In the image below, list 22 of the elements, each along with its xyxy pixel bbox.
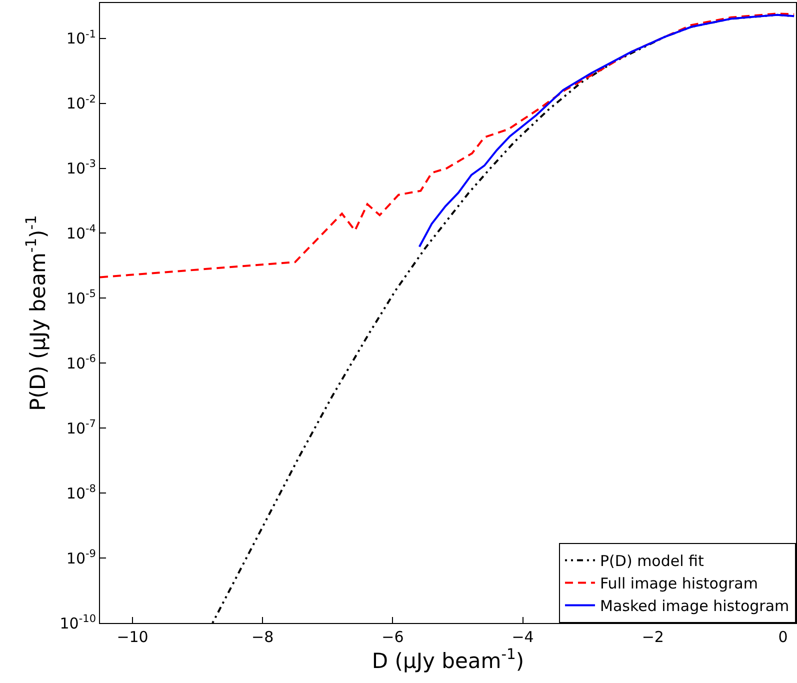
y-tick-label: 10$^{-1}$ [66,28,96,48]
y-tick-label: 10$^{-2}$ [66,93,96,113]
x-axis-title: D (μJy beam$^{-1}$) [372,646,524,673]
y-tick-label: 10$^{-5}$ [66,288,96,308]
legend-label: Full image histogram [600,574,758,593]
legend-label: P(D) model fit [600,552,704,570]
x-tick-label: −8 [252,628,274,646]
legend-label: Masked image histogram [600,597,790,616]
y-tick-label: 10$^{-4}$ [66,223,96,242]
line-series [100,12,796,278]
y-tick-label: 10$^{-6}$ [66,353,96,372]
y-tick-label: 10$^{-3}$ [66,158,96,178]
x-tick-label: −6 [382,628,404,646]
x-tick-label: −4 [512,628,534,646]
y-tick-label: 10$^{-7}$ [66,418,96,438]
x-tick-label: −10 [116,628,148,646]
x-tick-label: 0 [778,628,788,646]
y-tick-label: 10$^{-10}$ [60,612,96,632]
y-tick-label: 10$^{-8}$ [66,483,96,502]
line-series [418,14,796,248]
x-tick-label: −2 [642,628,664,646]
y-tick-label: 10$^{-9}$ [66,548,96,568]
